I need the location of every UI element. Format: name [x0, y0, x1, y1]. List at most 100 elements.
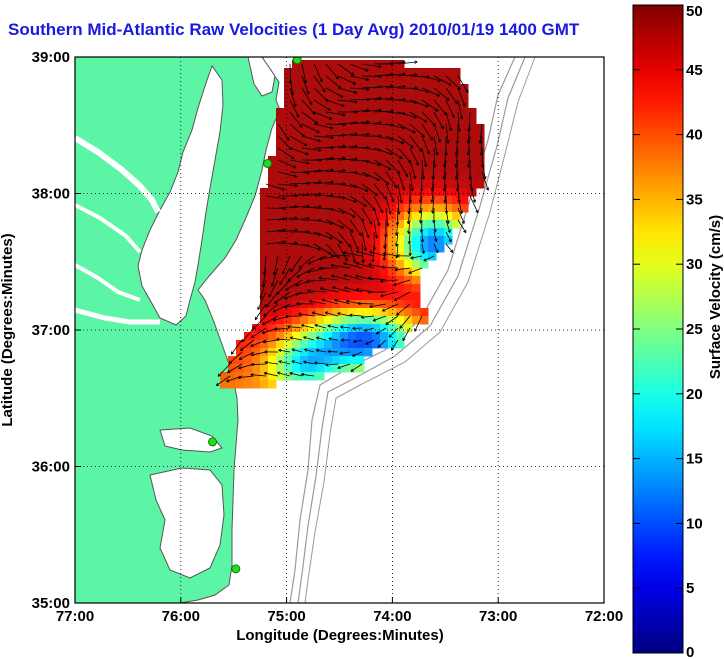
velocity-vector-head	[358, 232, 362, 237]
velocity-cell	[380, 276, 389, 285]
velocity-cell	[332, 100, 341, 109]
velocity-vector	[325, 157, 346, 161]
velocity-cell	[412, 284, 421, 293]
velocity-cell	[316, 236, 325, 245]
velocity-vector	[385, 61, 406, 65]
velocity-vector-head	[366, 77, 370, 82]
velocity-cell	[260, 380, 269, 389]
velocity-cell	[348, 340, 357, 349]
velocity-vector	[331, 275, 351, 281]
velocity-cell	[356, 308, 365, 317]
velocity-cell	[340, 324, 349, 333]
velocity-cell	[268, 164, 277, 173]
velocity-vector-head	[414, 60, 418, 64]
velocity-cell	[332, 148, 341, 157]
velocity-vector-head	[472, 199, 477, 203]
velocity-cell	[356, 140, 365, 149]
velocity-cell	[276, 356, 285, 365]
velocity-cell	[452, 164, 461, 173]
velocity-cell	[316, 188, 325, 197]
velocity-vector	[241, 327, 255, 342]
velocity-vector-head	[282, 240, 286, 244]
velocity-cell	[260, 356, 269, 365]
velocity-cell	[324, 140, 333, 149]
velocity-cell	[284, 268, 293, 277]
velocity-cell	[348, 60, 357, 69]
velocity-cell	[476, 132, 485, 141]
velocity-vector	[301, 99, 316, 115]
velocity-vector	[277, 205, 298, 209]
albemarle-sound	[159, 427, 223, 453]
velocity-vector	[301, 243, 321, 250]
velocity-vector-head	[294, 183, 298, 188]
velocity-cell	[356, 132, 365, 141]
velocity-vector	[303, 361, 315, 365]
velocity-vector	[215, 375, 231, 386]
velocity-cell	[268, 260, 277, 269]
velocity-vector-head	[377, 222, 381, 227]
velocity-cell	[332, 140, 341, 149]
velocity-cell	[444, 108, 453, 117]
velocity-cell	[324, 292, 333, 301]
velocity-cell	[276, 116, 285, 125]
velocity-vector	[313, 63, 323, 82]
velocity-cell	[348, 356, 357, 365]
velocity-vector	[385, 85, 406, 89]
velocity-vector	[268, 279, 279, 298]
velocity-cell	[260, 220, 269, 229]
velocity-vector	[250, 339, 267, 347]
velocity-vector	[393, 291, 411, 301]
velocity-cell	[372, 292, 381, 301]
velocity-vector	[238, 351, 255, 360]
velocity-vector-head	[368, 263, 372, 267]
velocity-cell	[276, 212, 285, 221]
velocity-cell	[236, 380, 245, 389]
velocity-vector	[385, 135, 405, 144]
velocity-cell	[332, 116, 341, 125]
x-tick-label: 77:00	[56, 608, 94, 625]
velocity-vector	[264, 361, 279, 365]
velocity-vector	[289, 159, 310, 164]
velocity-vector-head	[262, 340, 267, 344]
velocity-vector	[381, 266, 399, 269]
velocity-cell	[388, 124, 397, 133]
y-axis-label: Latitude (Degrees:Minutes)	[0, 233, 16, 426]
velocity-cell	[452, 116, 461, 125]
velocity-vector-head	[448, 127, 453, 132]
velocity-vector	[397, 147, 412, 163]
velocity-cell	[276, 140, 285, 149]
velocity-vector-head	[343, 262, 347, 266]
velocity-vector-head	[440, 126, 444, 130]
velocity-cell	[276, 268, 285, 277]
velocity-vector	[445, 111, 452, 131]
velocity-vector	[289, 111, 303, 128]
velocity-cell	[380, 212, 389, 221]
velocity-vector-head	[388, 334, 393, 338]
velocity-vector-head	[272, 309, 277, 313]
velocity-vector	[290, 337, 303, 341]
velocity-vector-head	[383, 196, 387, 200]
velocity-vector-head	[350, 229, 354, 233]
velocity-vector	[276, 279, 291, 295]
velocity-vector-head	[335, 76, 339, 80]
velocity-vector	[421, 159, 425, 180]
velocity-vector	[361, 171, 380, 181]
velocity-cell	[364, 164, 373, 173]
velocity-cell	[372, 332, 381, 341]
velocity-cell	[300, 292, 309, 301]
velocity-cell	[372, 140, 381, 149]
velocity-cell	[308, 348, 317, 357]
velocity-vector-head	[393, 297, 398, 301]
velocity-cell	[332, 340, 341, 349]
velocity-cell	[292, 92, 301, 101]
velocity-vector	[325, 63, 339, 80]
velocity-cell	[316, 292, 325, 301]
velocity-cell	[300, 76, 309, 85]
velocity-cell	[428, 100, 437, 109]
velocity-cell	[308, 60, 317, 69]
velocity-cell	[380, 204, 389, 213]
velocity-vector	[337, 219, 354, 233]
velocity-cell	[348, 332, 357, 341]
velocity-cell	[236, 356, 245, 365]
y-tick-label: 38:00	[32, 186, 70, 203]
